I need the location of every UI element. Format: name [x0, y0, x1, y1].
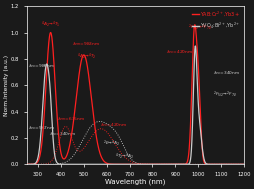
Text: $^2F_{5/2}\!\to\!^2F_{7/2}$: $^2F_{5/2}\!\to\!^2F_{7/2}$ — [187, 22, 212, 32]
Text: $\lambda_{ex}$=986nm: $\lambda_{ex}$=986nm — [28, 63, 55, 70]
Text: $^2F_{5/2}\!\to\!^2F_{7/2}$: $^2F_{5/2}\!\to\!^2F_{7/2}$ — [212, 89, 237, 99]
Text: $\lambda_{ex}$=420nm: $\lambda_{ex}$=420nm — [100, 121, 126, 129]
Text: $\lambda_{em}$=635nm: $\lambda_{em}$=635nm — [57, 116, 86, 123]
Y-axis label: Norm.Intensity (a.u.): Norm.Intensity (a.u.) — [4, 55, 9, 116]
Text: $\lambda_{em}$=983nm: $\lambda_{em}$=983nm — [72, 40, 100, 48]
X-axis label: Wavelength (nm): Wavelength (nm) — [105, 178, 165, 185]
Text: $\lambda_{ex}$=420nm: $\lambda_{ex}$=420nm — [165, 48, 192, 56]
Text: $\lambda_{ex}$=340nm: $\lambda_{ex}$=340nm — [212, 69, 239, 77]
Text: $^2E\!\to\!^4A_2$: $^2E\!\to\!^4A_2$ — [102, 138, 120, 148]
Text: $^4A_2\!\to\!^4T_2$: $^4A_2\!\to\!^4T_2$ — [77, 51, 97, 61]
Legend: YAB:Cr$^{2+}$,Yb3+, YVO$_4$:Bi$^{2+}$,Yb$^{2+}$: YAB:Cr$^{2+}$,Yb3+, YVO$_4$:Bi$^{2+}$,Yb… — [190, 9, 241, 32]
Text: $\lambda_{ex}$=340nm: $\lambda_{ex}$=340nm — [49, 130, 76, 138]
Text: $\lambda_{ex}$=567nm: $\lambda_{ex}$=567nm — [28, 125, 55, 132]
Text: $^4A_2\!\to\!^4T_1$: $^4A_2\!\to\!^4T_1$ — [41, 19, 60, 29]
Text: $^4T_2\!\to\!^4A_2$: $^4T_2\!\to\!^4A_2$ — [114, 151, 134, 161]
